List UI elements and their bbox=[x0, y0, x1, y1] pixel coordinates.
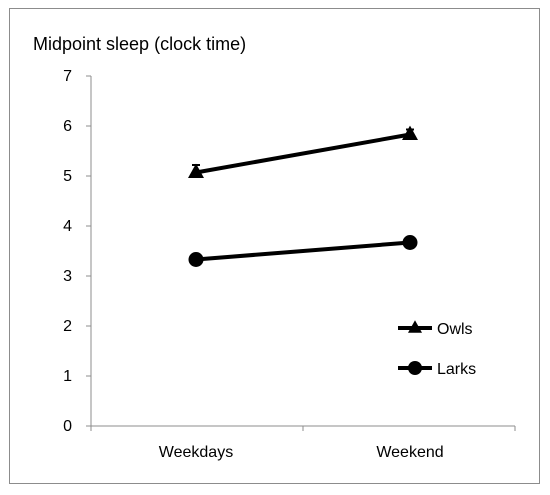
y-tick-label: 5 bbox=[63, 168, 72, 185]
data-point-triangle bbox=[188, 163, 204, 178]
x-tick-label: Weekend bbox=[376, 444, 443, 461]
series-line bbox=[195, 132, 411, 175]
y-tick-label: 4 bbox=[63, 218, 72, 235]
data-point-circle bbox=[402, 235, 418, 250]
legend: Owls Larks bbox=[398, 320, 476, 378]
y-tick-label: 6 bbox=[63, 118, 72, 135]
y-tick-label: 3 bbox=[63, 268, 72, 285]
y-tick-label: 2 bbox=[63, 318, 72, 335]
x-tick-label: Weekdays bbox=[159, 444, 233, 461]
legend-label: Larks bbox=[437, 361, 476, 378]
legend-item-larks: Larks bbox=[398, 361, 476, 378]
plot-area bbox=[188, 125, 418, 267]
chart-frame bbox=[9, 8, 540, 484]
y-tick-label: 7 bbox=[63, 68, 72, 85]
y-tick-label: 1 bbox=[63, 368, 72, 385]
axes: 0 1 2 3 4 5 6 7 Weekdays Weekend bbox=[63, 68, 516, 461]
data-point-triangle bbox=[402, 125, 418, 140]
series-owls bbox=[188, 125, 418, 178]
legend-label: Owls bbox=[437, 321, 473, 338]
series-line bbox=[195, 240, 411, 262]
y-tick-label: 0 bbox=[63, 418, 72, 435]
legend-marker-circle bbox=[408, 361, 422, 375]
chart-title: Midpoint sleep (clock time) bbox=[33, 34, 246, 54]
legend-marker-triangle bbox=[408, 320, 422, 333]
series-larks bbox=[188, 235, 418, 267]
data-point-circle bbox=[188, 252, 204, 267]
legend-item-owls: Owls bbox=[398, 320, 473, 338]
